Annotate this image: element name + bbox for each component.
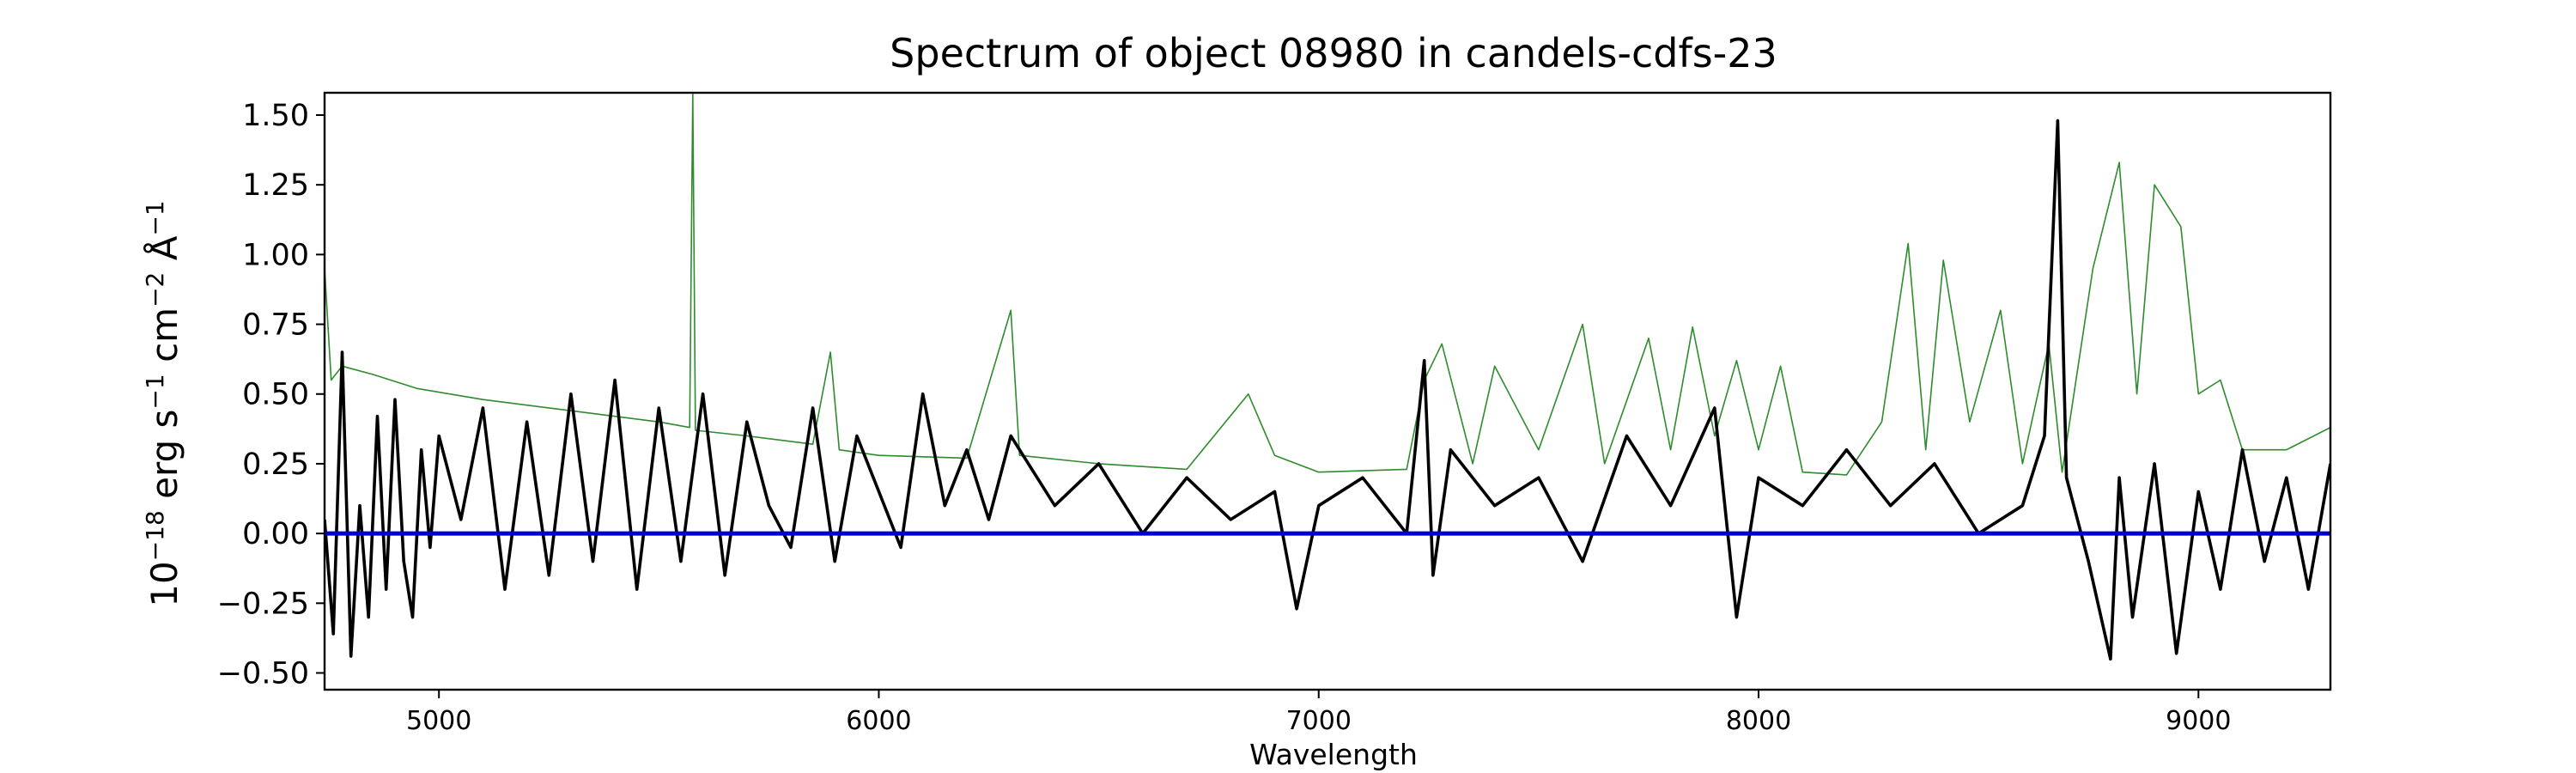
series-line-error (325, 93, 2330, 476)
y-tick-label: 0.25 (242, 447, 309, 482)
y-tick-label: 0.50 (242, 378, 309, 412)
axes: 5000 6000 7000 8000 9000 −0.50 −0.25 0.00 0.25 0.… (217, 91, 2332, 736)
y-tick-label: 0.00 (242, 517, 309, 551)
y-axis-label-unit1: erg s (143, 410, 185, 511)
x-axis-label: Wavelength (1249, 738, 1418, 771)
x-tick-label: 5000 (406, 706, 471, 736)
y-axis-label-exp1: −1 (141, 374, 169, 409)
plot-frame (323, 91, 2332, 691)
y-tick-label: 0.75 (242, 308, 309, 343)
x-tick-label: 8000 (1726, 706, 1791, 736)
y-axis-label-base: 10 (143, 561, 185, 606)
y-axis-label-exp3: −1 (141, 200, 169, 235)
x-tick-label: 9000 (2166, 706, 2231, 736)
y-tick-label: −0.25 (217, 587, 309, 621)
y-axis-label: 10−18 erg s−1 cm−2 Å−1 (141, 200, 185, 606)
chart-marks (325, 93, 2330, 661)
series-line-flux (325, 119, 2330, 661)
y-tick-label: 1.00 (242, 238, 309, 272)
x-tick-label: 7000 (1286, 706, 1352, 736)
y-axis-label-exp: −18 (141, 510, 169, 561)
chart-title: Spectrum of object 08980 in candels-cdfs… (890, 30, 1777, 76)
y-axis-label-unit3: Å (143, 235, 185, 271)
y-tick-label: −0.50 (217, 657, 309, 691)
y-axis-label-exp2: −2 (141, 272, 169, 307)
y-tick-label: 1.50 (242, 99, 309, 133)
x-tick-label: 6000 (846, 706, 911, 736)
y-axis-label-unit2: cm (143, 307, 185, 374)
y-tick-label: 1.25 (242, 168, 309, 203)
